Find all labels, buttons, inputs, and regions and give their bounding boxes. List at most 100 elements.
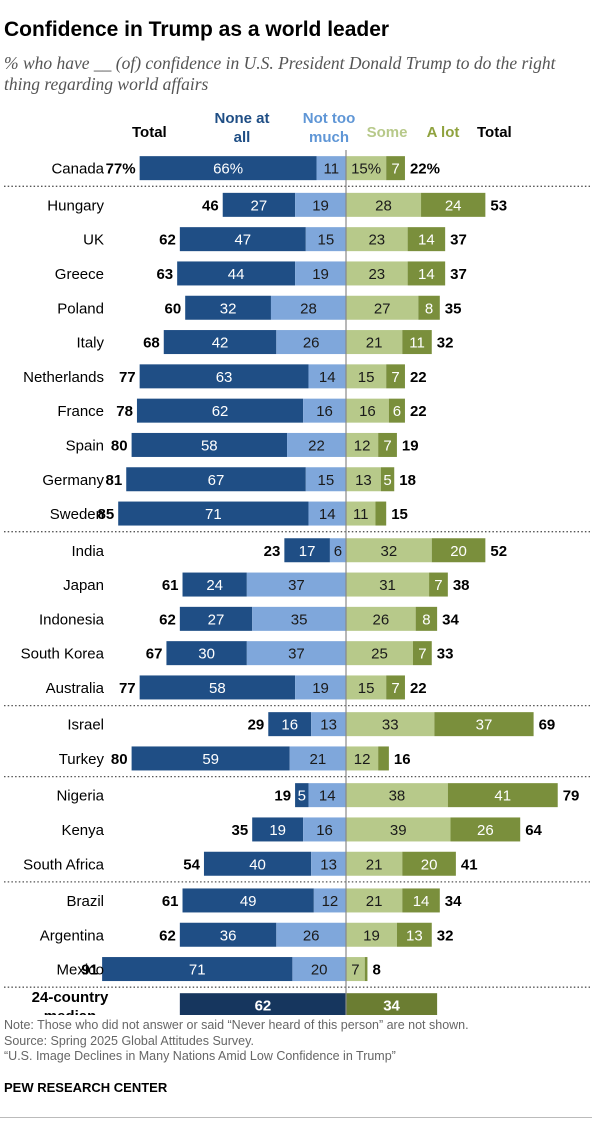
- label-some: 19: [363, 927, 380, 944]
- total-negative: 19: [274, 788, 291, 805]
- label-a-lot: 14: [413, 893, 430, 910]
- total-positive: 16: [394, 751, 411, 768]
- country-label: Canada: [51, 161, 104, 178]
- total-negative: 81: [106, 472, 123, 489]
- bar-none-at-all: [163, 330, 277, 355]
- bar-not-too-much: [316, 156, 346, 181]
- total-positive: 52: [490, 543, 507, 560]
- bar-some: [346, 712, 435, 737]
- bar-some: [346, 501, 376, 526]
- bar-a-lot: [447, 783, 558, 808]
- total-negative: 78: [116, 403, 133, 420]
- bar-some: [346, 572, 430, 597]
- label-some: 12: [354, 751, 371, 768]
- total-negative: 77%: [106, 161, 136, 178]
- bar-a-lot: [431, 538, 486, 563]
- label-none-at-all: 67: [208, 472, 225, 489]
- total-negative: 29: [248, 717, 265, 734]
- median-row-label: median: [44, 1008, 97, 1015]
- report-title-text: “U.S. Image Declines in Many Nations Ami…: [4, 1049, 396, 1064]
- label-some: 31: [379, 577, 396, 594]
- bar-none-at-all: [185, 295, 271, 320]
- country-label: South Africa: [23, 856, 105, 873]
- bar-none-at-all: [182, 888, 314, 913]
- country-label: South Korea: [21, 646, 105, 663]
- label-some: 11: [353, 506, 369, 523]
- header-not-too-much: much: [309, 129, 349, 146]
- label-some: 21: [366, 335, 383, 352]
- median-positive-label: 34: [383, 998, 400, 1015]
- bar-some: [346, 467, 381, 492]
- label-not-too-much: 19: [312, 680, 329, 697]
- header-total-right: Total: [477, 124, 512, 141]
- label-none-at-all: 66%: [213, 161, 243, 178]
- label-none-at-all: 30: [198, 646, 215, 663]
- label-some: 26: [372, 611, 389, 628]
- label-not-too-much: 15: [318, 472, 335, 489]
- label-none-at-all: 71: [205, 506, 222, 523]
- label-a-lot: 41: [494, 788, 511, 805]
- label-not-too-much: 16: [316, 403, 333, 420]
- label-a-lot: 8: [425, 300, 433, 317]
- bar-none-at-all: [284, 538, 330, 563]
- bar-not-too-much: [313, 888, 346, 913]
- label-none-at-all: 40: [249, 856, 266, 873]
- bar-none-at-all: [131, 746, 290, 771]
- country-label: Brazil: [66, 893, 104, 910]
- label-a-lot: 20: [421, 856, 438, 873]
- total-positive: 38: [453, 577, 470, 594]
- country-label: UK: [83, 232, 104, 249]
- bar-some: [346, 851, 403, 876]
- total-negative: 77: [119, 680, 136, 697]
- label-not-too-much: 13: [320, 856, 337, 873]
- label-none-at-all: 47: [234, 232, 251, 249]
- bar-median-negative: [179, 993, 346, 1015]
- label-some: 15: [358, 369, 375, 386]
- label-not-too-much: 20: [311, 962, 328, 979]
- label-none-at-all: 58: [201, 437, 218, 454]
- bar-some: [346, 295, 419, 320]
- bar-none-at-all: [177, 261, 296, 286]
- label-not-too-much: 14: [319, 369, 336, 386]
- bar-a-lot: [402, 330, 432, 355]
- bar-a-lot: [386, 675, 405, 700]
- bar-a-lot: [421, 192, 486, 217]
- country-label: Australia: [46, 680, 105, 697]
- label-a-lot: 7: [434, 577, 442, 594]
- total-negative: 54: [183, 856, 200, 873]
- total-negative: 63: [156, 266, 173, 283]
- bar-not-too-much: [308, 501, 346, 526]
- bar-not-too-much: [289, 746, 346, 771]
- total-positive: 35: [445, 300, 462, 317]
- bar-not-too-much: [305, 467, 346, 492]
- total-positive: 18: [399, 472, 416, 489]
- total-negative: 91: [81, 962, 98, 979]
- label-a-lot: 7: [418, 646, 426, 663]
- bar-some: [346, 261, 408, 286]
- bar-a-lot: [450, 817, 521, 842]
- label-a-lot: 8: [422, 611, 430, 628]
- chart-subtitle: % who have __ (of) confidence in U.S. Pr…: [4, 53, 556, 94]
- label-not-too-much: 19: [312, 266, 329, 283]
- bar-none-at-all: [126, 467, 306, 492]
- header-not-too-much: Not too: [303, 110, 355, 127]
- country-label: Italy: [76, 335, 104, 352]
- label-a-lot: 11: [409, 335, 425, 352]
- label-not-too-much: 13: [320, 717, 337, 734]
- bar-not-too-much: [295, 261, 346, 286]
- bar-none-at-all: [139, 156, 317, 181]
- total-positive: 33: [437, 646, 454, 663]
- label-not-too-much: 14: [319, 506, 336, 523]
- label-not-too-much: 12: [322, 893, 339, 910]
- label-a-lot: 5: [383, 472, 391, 489]
- bar-some: [346, 192, 422, 217]
- bar-a-lot: [434, 712, 534, 737]
- bar-not-too-much: [329, 538, 346, 563]
- bottom-divider: [0, 1117, 592, 1118]
- bar-some: [346, 330, 403, 355]
- country-label: Indonesia: [39, 611, 105, 628]
- label-not-too-much: 26: [303, 927, 320, 944]
- label-none-at-all: 5: [298, 788, 306, 805]
- country-label: Netherlands: [23, 369, 104, 386]
- bar-not-too-much: [303, 817, 346, 842]
